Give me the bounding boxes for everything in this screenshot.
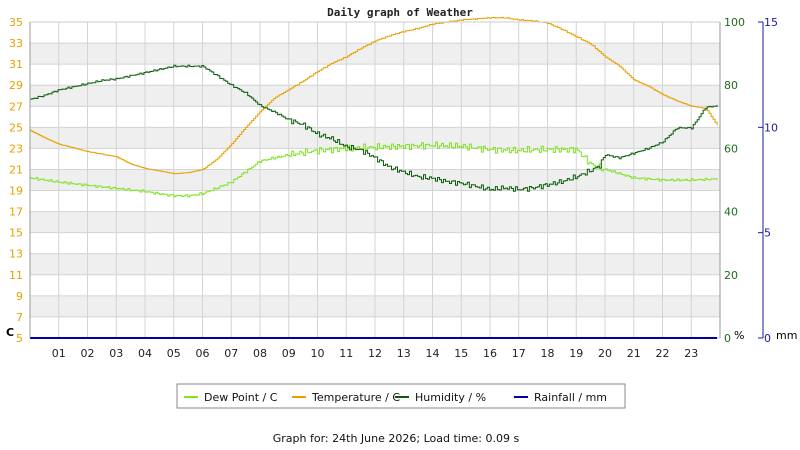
x-tick-label: 13 — [397, 347, 411, 360]
series-lines — [30, 16, 718, 339]
x-tick-label: 01 — [52, 347, 66, 360]
x-tick-label: 21 — [627, 347, 641, 360]
left-tick-label: 21 — [9, 163, 23, 176]
legend-label: Dew Point / C — [204, 391, 278, 404]
x-tick-label: 19 — [569, 347, 583, 360]
x-tick-label: 08 — [253, 347, 267, 360]
series-line — [30, 16, 718, 175]
legend-label: Rainfall / mm — [534, 391, 607, 404]
x-tick-label: 09 — [282, 347, 296, 360]
left-tick-label: 35 — [9, 16, 23, 29]
rainfall-tick-label: 0 — [764, 332, 771, 345]
humidity-tick-label: 0 — [724, 332, 731, 345]
x-tick-label: 04 — [138, 347, 152, 360]
x-tick-label: 03 — [109, 347, 123, 360]
rainfall-tick-label: 10 — [764, 121, 778, 134]
humidity-axis-tick-labels: 0 20 40 60 80 100 — [724, 16, 745, 345]
rainfall-tick-label: 15 — [764, 16, 778, 29]
x-tick-label: 06 — [196, 347, 210, 360]
left-tick-label: 5 — [16, 332, 23, 345]
left-tick-label: 27 — [9, 100, 23, 113]
left-tick-label: 9 — [16, 290, 23, 303]
x-tick-label: 16 — [483, 347, 497, 360]
humidity-tick-label: 20 — [724, 269, 738, 282]
rainfall-axis-tick-labels: 0 5 10 15 — [758, 16, 778, 345]
x-axis-tick-labels: 01 02 03 04 05 06 07 08 09 10 11 12 13 14 15 16 17 18 19 20… — [52, 347, 699, 360]
left-tick-label: 11 — [9, 269, 23, 282]
left-tick-label: 25 — [9, 121, 23, 134]
humidity-axis-unit: % — [734, 329, 744, 342]
chart-footer: Graph for: 24th June 2026; Load time: 0.… — [273, 432, 520, 445]
vertical-gridlines — [58, 22, 692, 338]
x-tick-label: 17 — [512, 347, 526, 360]
chart-title: Daily graph of Weather — [327, 6, 473, 19]
humidity-tick-label: 40 — [724, 206, 738, 219]
rainfall-tick-label: 5 — [764, 227, 771, 240]
x-tick-label: 07 — [224, 347, 238, 360]
x-tick-label: 23 — [684, 347, 698, 360]
series-line — [30, 141, 718, 198]
x-tick-label: 22 — [656, 347, 670, 360]
x-tick-label: 02 — [81, 347, 95, 360]
x-tick-label: 10 — [311, 347, 325, 360]
axes — [29, 21, 764, 338]
left-axis-unit: C — [6, 326, 14, 339]
left-tick-label: 15 — [9, 227, 23, 240]
humidity-tick-label: 80 — [724, 79, 738, 92]
left-tick-label: 19 — [9, 185, 23, 198]
humidity-tick-label: 60 — [724, 142, 738, 155]
left-axis-tick-labels: 5 7 9 11 13 15 17 19 21 23 25 27 29 31 33 35 — [9, 16, 23, 345]
x-tick-label: 11 — [339, 347, 353, 360]
x-tick-label: 18 — [541, 347, 555, 360]
left-tick-label: 31 — [9, 58, 23, 71]
legend: Dew Point / C Temperature / C Humidity / %… — [176, 383, 626, 409]
x-tick-label: 20 — [598, 347, 612, 360]
left-tick-label: 13 — [9, 248, 23, 261]
rainfall-axis-unit: mm — [776, 329, 797, 342]
x-tick-label: 15 — [454, 347, 468, 360]
x-tick-label: 14 — [426, 347, 440, 360]
humidity-tick-label: 100 — [724, 16, 745, 29]
left-tick-label: 7 — [16, 311, 23, 324]
series-line — [30, 64, 718, 192]
left-tick-label: 29 — [9, 79, 23, 92]
left-tick-label: 33 — [9, 37, 23, 50]
legend-label: Temperature / C — [311, 391, 400, 404]
x-tick-label: 05 — [167, 347, 181, 360]
legend-label: Humidity / % — [415, 391, 486, 404]
left-tick-label: 23 — [9, 142, 23, 155]
x-tick-label: 12 — [368, 347, 382, 360]
left-tick-label: 17 — [9, 206, 23, 219]
